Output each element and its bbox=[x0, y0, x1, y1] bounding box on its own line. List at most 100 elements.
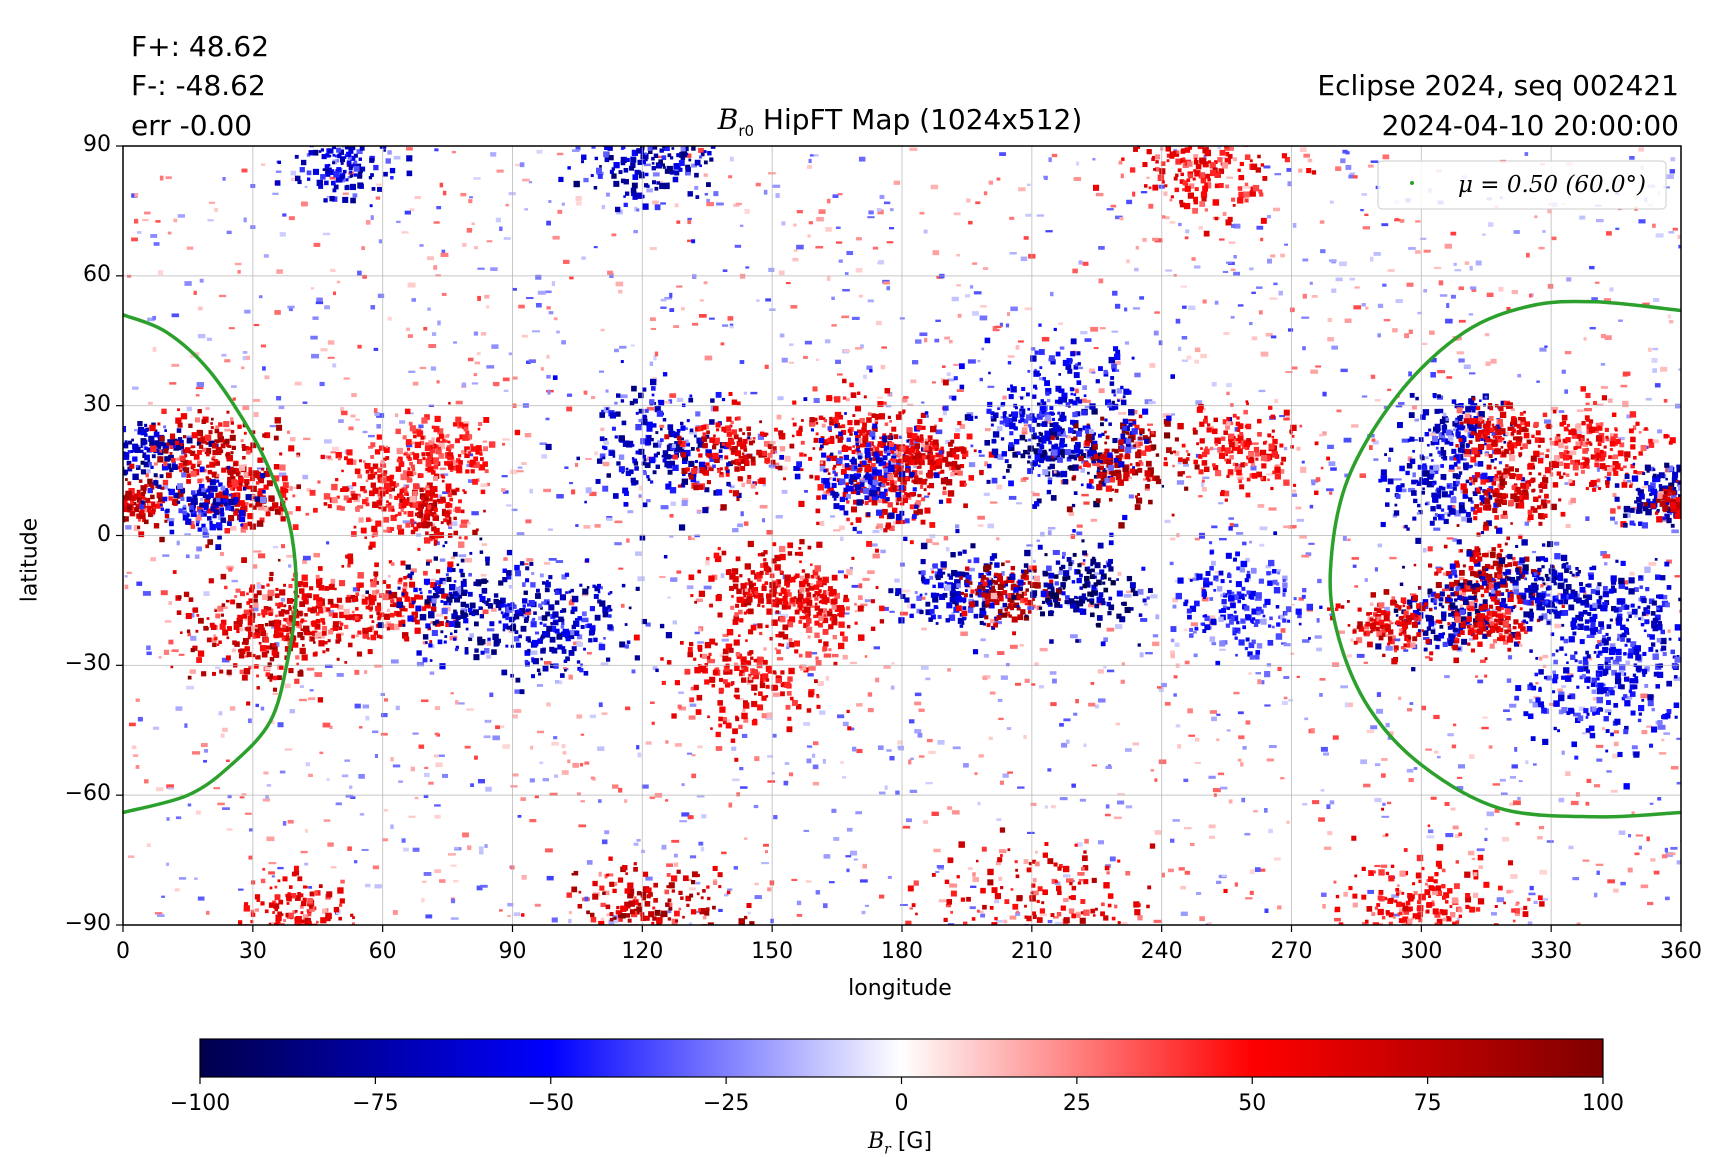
field-pixel bbox=[162, 554, 170, 557]
field-pixel bbox=[161, 408, 167, 415]
field-pixel bbox=[414, 594, 420, 600]
field-pixel bbox=[1360, 759, 1368, 765]
field-pixel bbox=[305, 762, 310, 767]
field-pixel bbox=[266, 480, 273, 487]
field-pixel bbox=[232, 497, 239, 503]
field-pixel bbox=[505, 616, 509, 621]
field-pixel bbox=[1125, 748, 1132, 752]
field-pixel bbox=[438, 442, 445, 450]
field-pixel bbox=[438, 621, 444, 627]
field-pixel bbox=[1450, 807, 1456, 811]
field-pixel bbox=[216, 643, 220, 647]
field-pixel bbox=[1065, 435, 1071, 439]
field-pixel bbox=[998, 849, 1007, 854]
field-pixel bbox=[765, 850, 769, 854]
field-pixel bbox=[1422, 548, 1427, 553]
field-pixel bbox=[402, 623, 406, 627]
field-pixel bbox=[804, 340, 812, 345]
field-pixel bbox=[825, 227, 832, 232]
field-pixel bbox=[466, 708, 474, 711]
field-pixel bbox=[1185, 229, 1190, 234]
field-pixel bbox=[203, 513, 207, 516]
field-pixel bbox=[240, 527, 246, 533]
field-pixel bbox=[348, 426, 354, 431]
field-pixel bbox=[1214, 300, 1219, 305]
field-pixel bbox=[210, 422, 213, 425]
field-pixel bbox=[812, 741, 819, 746]
field-pixel bbox=[462, 583, 467, 587]
field-pixel bbox=[178, 508, 184, 514]
title-text: HipFT Map (1024x512) bbox=[754, 103, 1083, 136]
field-pixel bbox=[598, 799, 602, 803]
field-pixel bbox=[287, 819, 294, 824]
field-pixel bbox=[198, 444, 204, 449]
field-pixel bbox=[1572, 877, 1580, 881]
field-pixel bbox=[253, 550, 262, 553]
field-pixel bbox=[405, 439, 412, 446]
field-pixel bbox=[241, 366, 245, 370]
field-pixel bbox=[548, 575, 553, 580]
field-pixel bbox=[336, 495, 340, 499]
field-pixel bbox=[272, 687, 278, 692]
field-pixel bbox=[589, 491, 597, 497]
field-pixel bbox=[687, 219, 692, 225]
field-pixel bbox=[767, 780, 776, 783]
field-pixel bbox=[1356, 653, 1365, 658]
field-pixel bbox=[467, 460, 470, 464]
field-pixel bbox=[530, 582, 536, 588]
field-pixel bbox=[1146, 423, 1154, 426]
field-pixel bbox=[1499, 778, 1506, 782]
field-pixel bbox=[1180, 911, 1188, 916]
field-pixel bbox=[299, 698, 307, 702]
field-pixel bbox=[400, 560, 406, 566]
field-pixel bbox=[987, 385, 995, 388]
field-pixel bbox=[114, 443, 120, 449]
field-pixel bbox=[602, 445, 606, 449]
field-pixel bbox=[88, 459, 93, 464]
field-pixel bbox=[195, 519, 200, 524]
field-pixel bbox=[436, 613, 443, 617]
field-pixel bbox=[300, 635, 305, 641]
field-pixel bbox=[1509, 775, 1517, 779]
field-pixel bbox=[424, 510, 430, 516]
field-pixel bbox=[1393, 478, 1402, 481]
field-pixel bbox=[487, 637, 491, 641]
field-pixel bbox=[248, 598, 254, 604]
field-pixel bbox=[196, 449, 202, 455]
field-pixel bbox=[973, 291, 982, 295]
field-pixel bbox=[853, 858, 858, 861]
field-pixel bbox=[1638, 219, 1646, 224]
field-pixel bbox=[220, 485, 226, 491]
field-pixel bbox=[315, 577, 323, 585]
field-pixel bbox=[1052, 678, 1057, 684]
field-pixel bbox=[1568, 500, 1573, 505]
field-pixel bbox=[1393, 913, 1400, 917]
field-pixel bbox=[237, 270, 241, 274]
field-pixel bbox=[215, 522, 223, 529]
field-pixel bbox=[397, 579, 403, 585]
field-pixel bbox=[1245, 557, 1250, 563]
field-pixel bbox=[1570, 800, 1579, 806]
field-pixel bbox=[241, 505, 248, 512]
field-pixel bbox=[277, 558, 281, 562]
field-pixel bbox=[1018, 187, 1026, 192]
field-pixel bbox=[541, 581, 546, 585]
field-pixel bbox=[840, 760, 844, 764]
field-pixel bbox=[1430, 796, 1437, 800]
field-pixel bbox=[390, 824, 394, 829]
field-pixel bbox=[515, 642, 521, 648]
field-pixel bbox=[1362, 226, 1371, 230]
field-pixel bbox=[600, 662, 609, 666]
field-pixel bbox=[113, 500, 119, 506]
field-pixel bbox=[851, 584, 859, 588]
field-pixel bbox=[490, 607, 497, 612]
field-pixel bbox=[217, 605, 224, 612]
field-pixel bbox=[607, 592, 611, 596]
field-pixel bbox=[1454, 269, 1462, 272]
field-pixel bbox=[1150, 769, 1154, 772]
field-pixel bbox=[536, 684, 544, 687]
field-pixel bbox=[193, 453, 200, 460]
field-pixel bbox=[1080, 468, 1085, 473]
field-pixel bbox=[1435, 566, 1442, 569]
field-pixel bbox=[522, 582, 526, 587]
